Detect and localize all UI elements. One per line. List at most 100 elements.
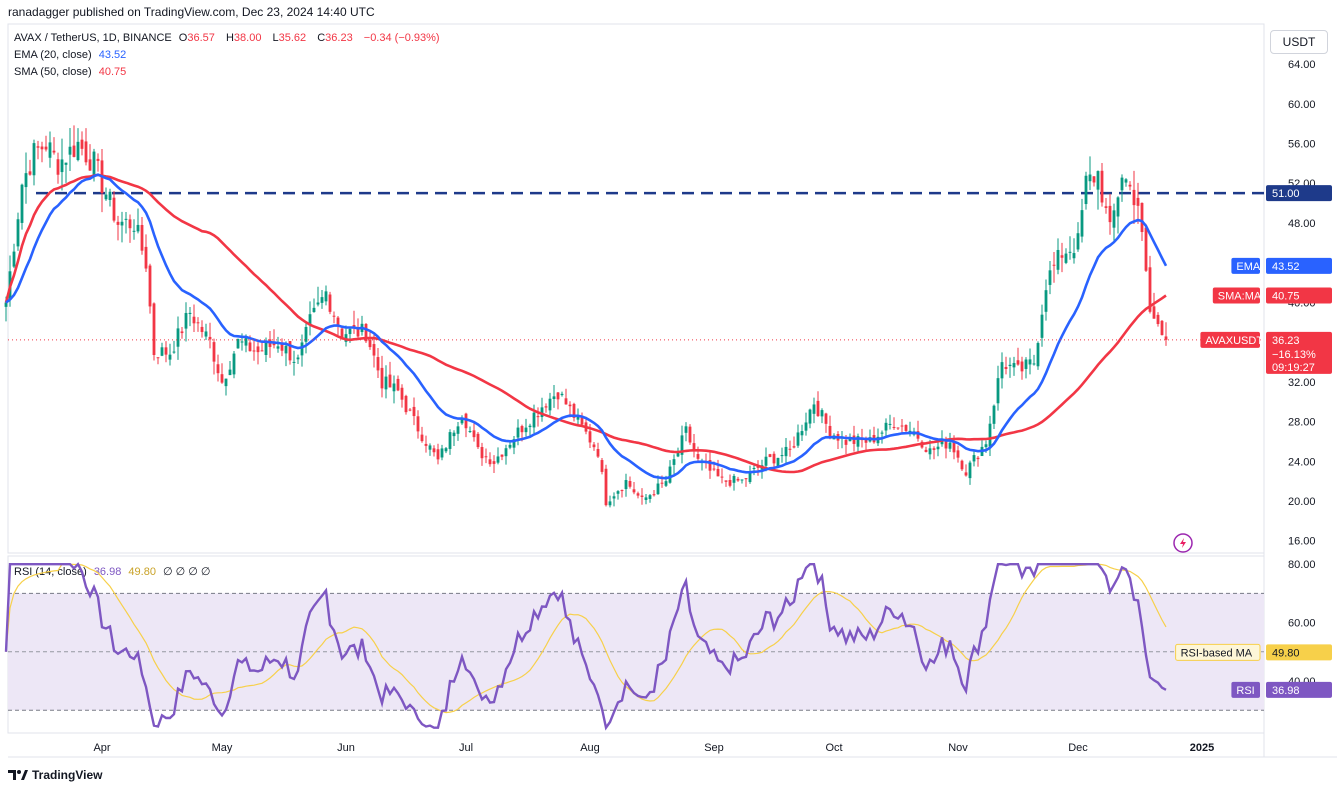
candle-body <box>320 297 324 303</box>
candle-body <box>364 323 368 342</box>
ema-legend-label[interactable]: EMA (20, close) <box>14 49 92 61</box>
x-tick-label: Jun <box>337 742 355 754</box>
candle-body <box>280 343 284 351</box>
candle-body <box>1108 205 1112 223</box>
candle-body <box>500 454 504 457</box>
candle-body <box>812 404 816 414</box>
candle-body <box>1080 210 1084 237</box>
y-tick-label: 56.00 <box>1288 139 1316 151</box>
candle-body <box>776 457 780 467</box>
candle-body <box>4 302 8 307</box>
high-label: H <box>225 32 234 44</box>
candle-body <box>188 312 192 314</box>
rsi-ma-line <box>5 563 1167 714</box>
candle-body <box>916 431 920 439</box>
candle-body <box>1160 320 1164 336</box>
x-tick-label: 2025 <box>1190 742 1214 754</box>
candle-body <box>892 426 896 428</box>
candle-body <box>672 459 676 465</box>
rsi-ma-name-box <box>1175 643 1261 661</box>
candle-body <box>652 494 656 496</box>
candle-body <box>1008 364 1012 367</box>
rsi-legend-extra: ∅ ∅ ∅ ∅ <box>163 566 211 578</box>
candle-body <box>36 146 40 148</box>
candle-body <box>696 454 700 459</box>
y-tick-label: 24.00 <box>1288 456 1316 468</box>
candle-body <box>508 444 512 448</box>
candle-body <box>788 448 792 450</box>
candle-body <box>728 480 732 486</box>
candle-body <box>600 460 604 472</box>
candle-body <box>444 448 448 452</box>
candle-body <box>720 476 724 478</box>
rsi-legend-value: 36.98 <box>93 566 122 578</box>
candle-body <box>120 221 124 226</box>
candle-body <box>552 396 556 399</box>
candle-body <box>328 294 332 312</box>
publish-info: ranadagger published on TradingView.com,… <box>8 5 375 19</box>
candle-body <box>44 146 48 150</box>
footer-brand: TradingView <box>32 768 103 782</box>
candle-body <box>224 378 228 387</box>
candle-body <box>880 432 884 434</box>
candle-body <box>92 151 96 175</box>
close-label: C <box>317 32 326 44</box>
candle-body <box>400 387 404 400</box>
candle-body <box>784 446 788 457</box>
candle-body <box>648 495 652 499</box>
candle-body <box>1052 264 1056 266</box>
sma-badge-value: 40.75 <box>1272 291 1300 303</box>
candle-body <box>1024 359 1028 369</box>
candle-body <box>112 197 116 221</box>
main-pane-frame <box>7 23 1265 554</box>
candle-body <box>408 409 412 411</box>
ema-badge-name: EMA <box>1236 261 1261 273</box>
candle-body <box>828 425 832 438</box>
candle-body <box>1152 306 1156 319</box>
rsi-ma-value-box <box>1266 644 1332 661</box>
candle-body <box>896 427 900 429</box>
currency-unit-button[interactable]: USDT <box>1270 30 1328 54</box>
candle-body <box>228 369 232 376</box>
candle-body <box>744 478 748 480</box>
candle-body <box>856 436 860 447</box>
candle-body <box>388 374 392 388</box>
candle-body <box>844 439 848 445</box>
candle-body <box>1000 362 1004 379</box>
candle-body <box>764 456 768 466</box>
candle-body <box>952 441 956 453</box>
sma-legend-label[interactable]: SMA (50, close) <box>14 66 92 78</box>
rsi-y-tick-label: 80.00 <box>1288 559 1316 571</box>
candle-body <box>468 430 472 432</box>
candle-body <box>956 450 960 458</box>
candle-body <box>104 194 108 200</box>
tradingview-logo[interactable]: TradingView <box>8 768 102 782</box>
candle-body <box>1064 253 1068 263</box>
candle-body <box>264 342 268 356</box>
rsi-line <box>4 562 1167 731</box>
candle-body <box>84 141 88 163</box>
candle-body <box>588 431 592 443</box>
candle-body <box>152 303 156 355</box>
candle-body <box>1092 176 1096 183</box>
candle-body <box>1060 255 1064 258</box>
candle-body <box>1140 202 1144 233</box>
rsi-ma-value: 49.80 <box>1272 647 1300 659</box>
candle-body <box>108 191 112 200</box>
candle-body <box>144 246 148 269</box>
x-tick-label: Oct <box>825 742 842 754</box>
candle-body <box>496 456 500 463</box>
candle-body <box>816 400 820 417</box>
symbol-label[interactable]: AVAX / TetherUS, 1D, BINANCE <box>14 32 172 44</box>
candle-body <box>864 439 868 443</box>
candle-body <box>640 495 644 497</box>
candle-body <box>344 334 348 342</box>
candle-body <box>940 440 944 445</box>
candle-body <box>156 357 160 359</box>
candle-body <box>888 423 892 425</box>
candle-body <box>512 439 516 448</box>
candle-body <box>996 378 1000 404</box>
candle-body <box>748 471 752 483</box>
candle-body <box>1156 314 1160 325</box>
